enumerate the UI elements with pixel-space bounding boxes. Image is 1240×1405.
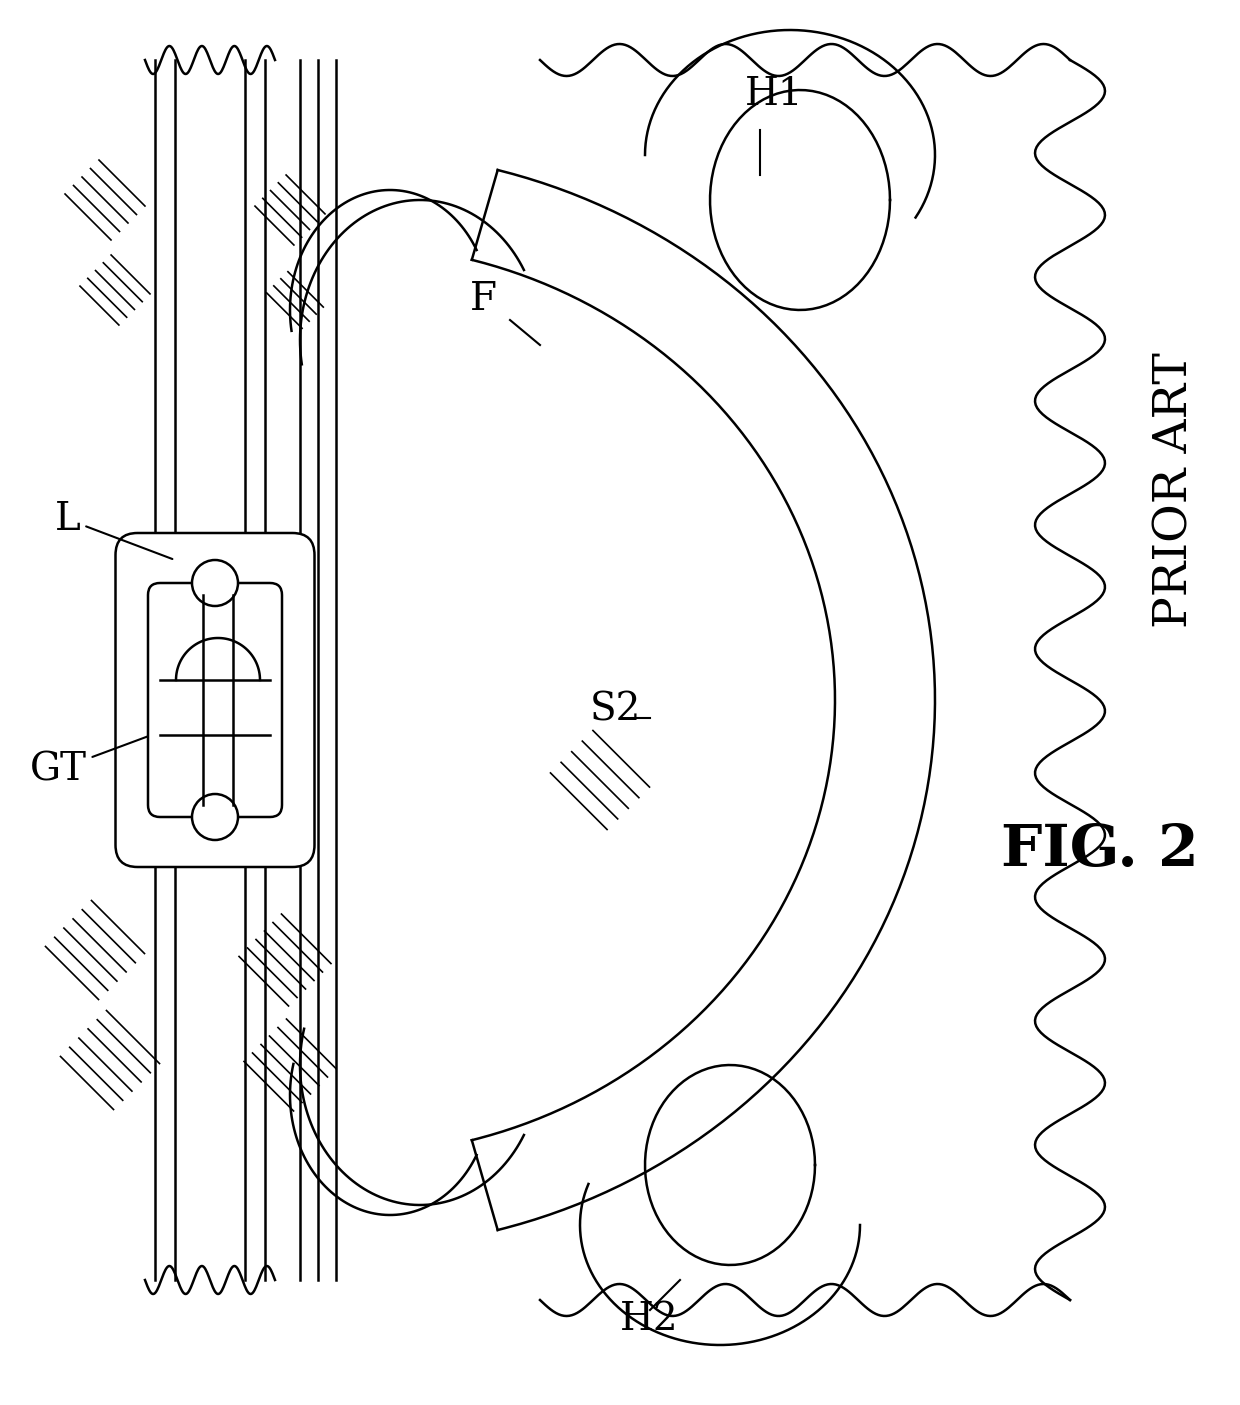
- Circle shape: [192, 561, 238, 606]
- Text: H2: H2: [620, 1301, 678, 1338]
- Text: GT: GT: [30, 731, 162, 788]
- Text: PRIOR ART: PRIOR ART: [1152, 353, 1198, 628]
- Circle shape: [192, 794, 238, 840]
- Text: F: F: [470, 281, 497, 318]
- FancyBboxPatch shape: [115, 532, 315, 867]
- Text: S2: S2: [590, 691, 641, 728]
- Text: L: L: [55, 502, 172, 559]
- FancyBboxPatch shape: [148, 583, 281, 816]
- Text: FIG. 2: FIG. 2: [1001, 822, 1199, 878]
- Text: H1: H1: [745, 76, 804, 112]
